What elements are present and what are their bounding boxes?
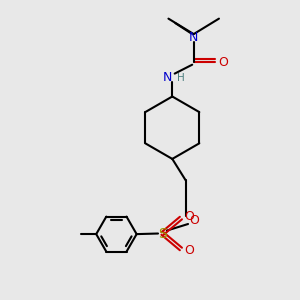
Text: O: O: [189, 214, 199, 227]
Text: O: O: [184, 244, 194, 257]
Text: N: N: [189, 31, 198, 44]
Text: S: S: [158, 226, 167, 241]
Text: O: O: [184, 210, 194, 223]
Text: O: O: [218, 56, 228, 69]
Text: N: N: [162, 71, 172, 84]
Text: H: H: [177, 73, 184, 83]
